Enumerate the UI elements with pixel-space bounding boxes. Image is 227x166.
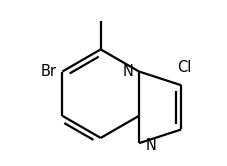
Text: N: N	[122, 64, 133, 79]
Text: Br: Br	[40, 64, 56, 79]
Text: N: N	[145, 138, 156, 153]
Text: Cl: Cl	[177, 60, 191, 76]
